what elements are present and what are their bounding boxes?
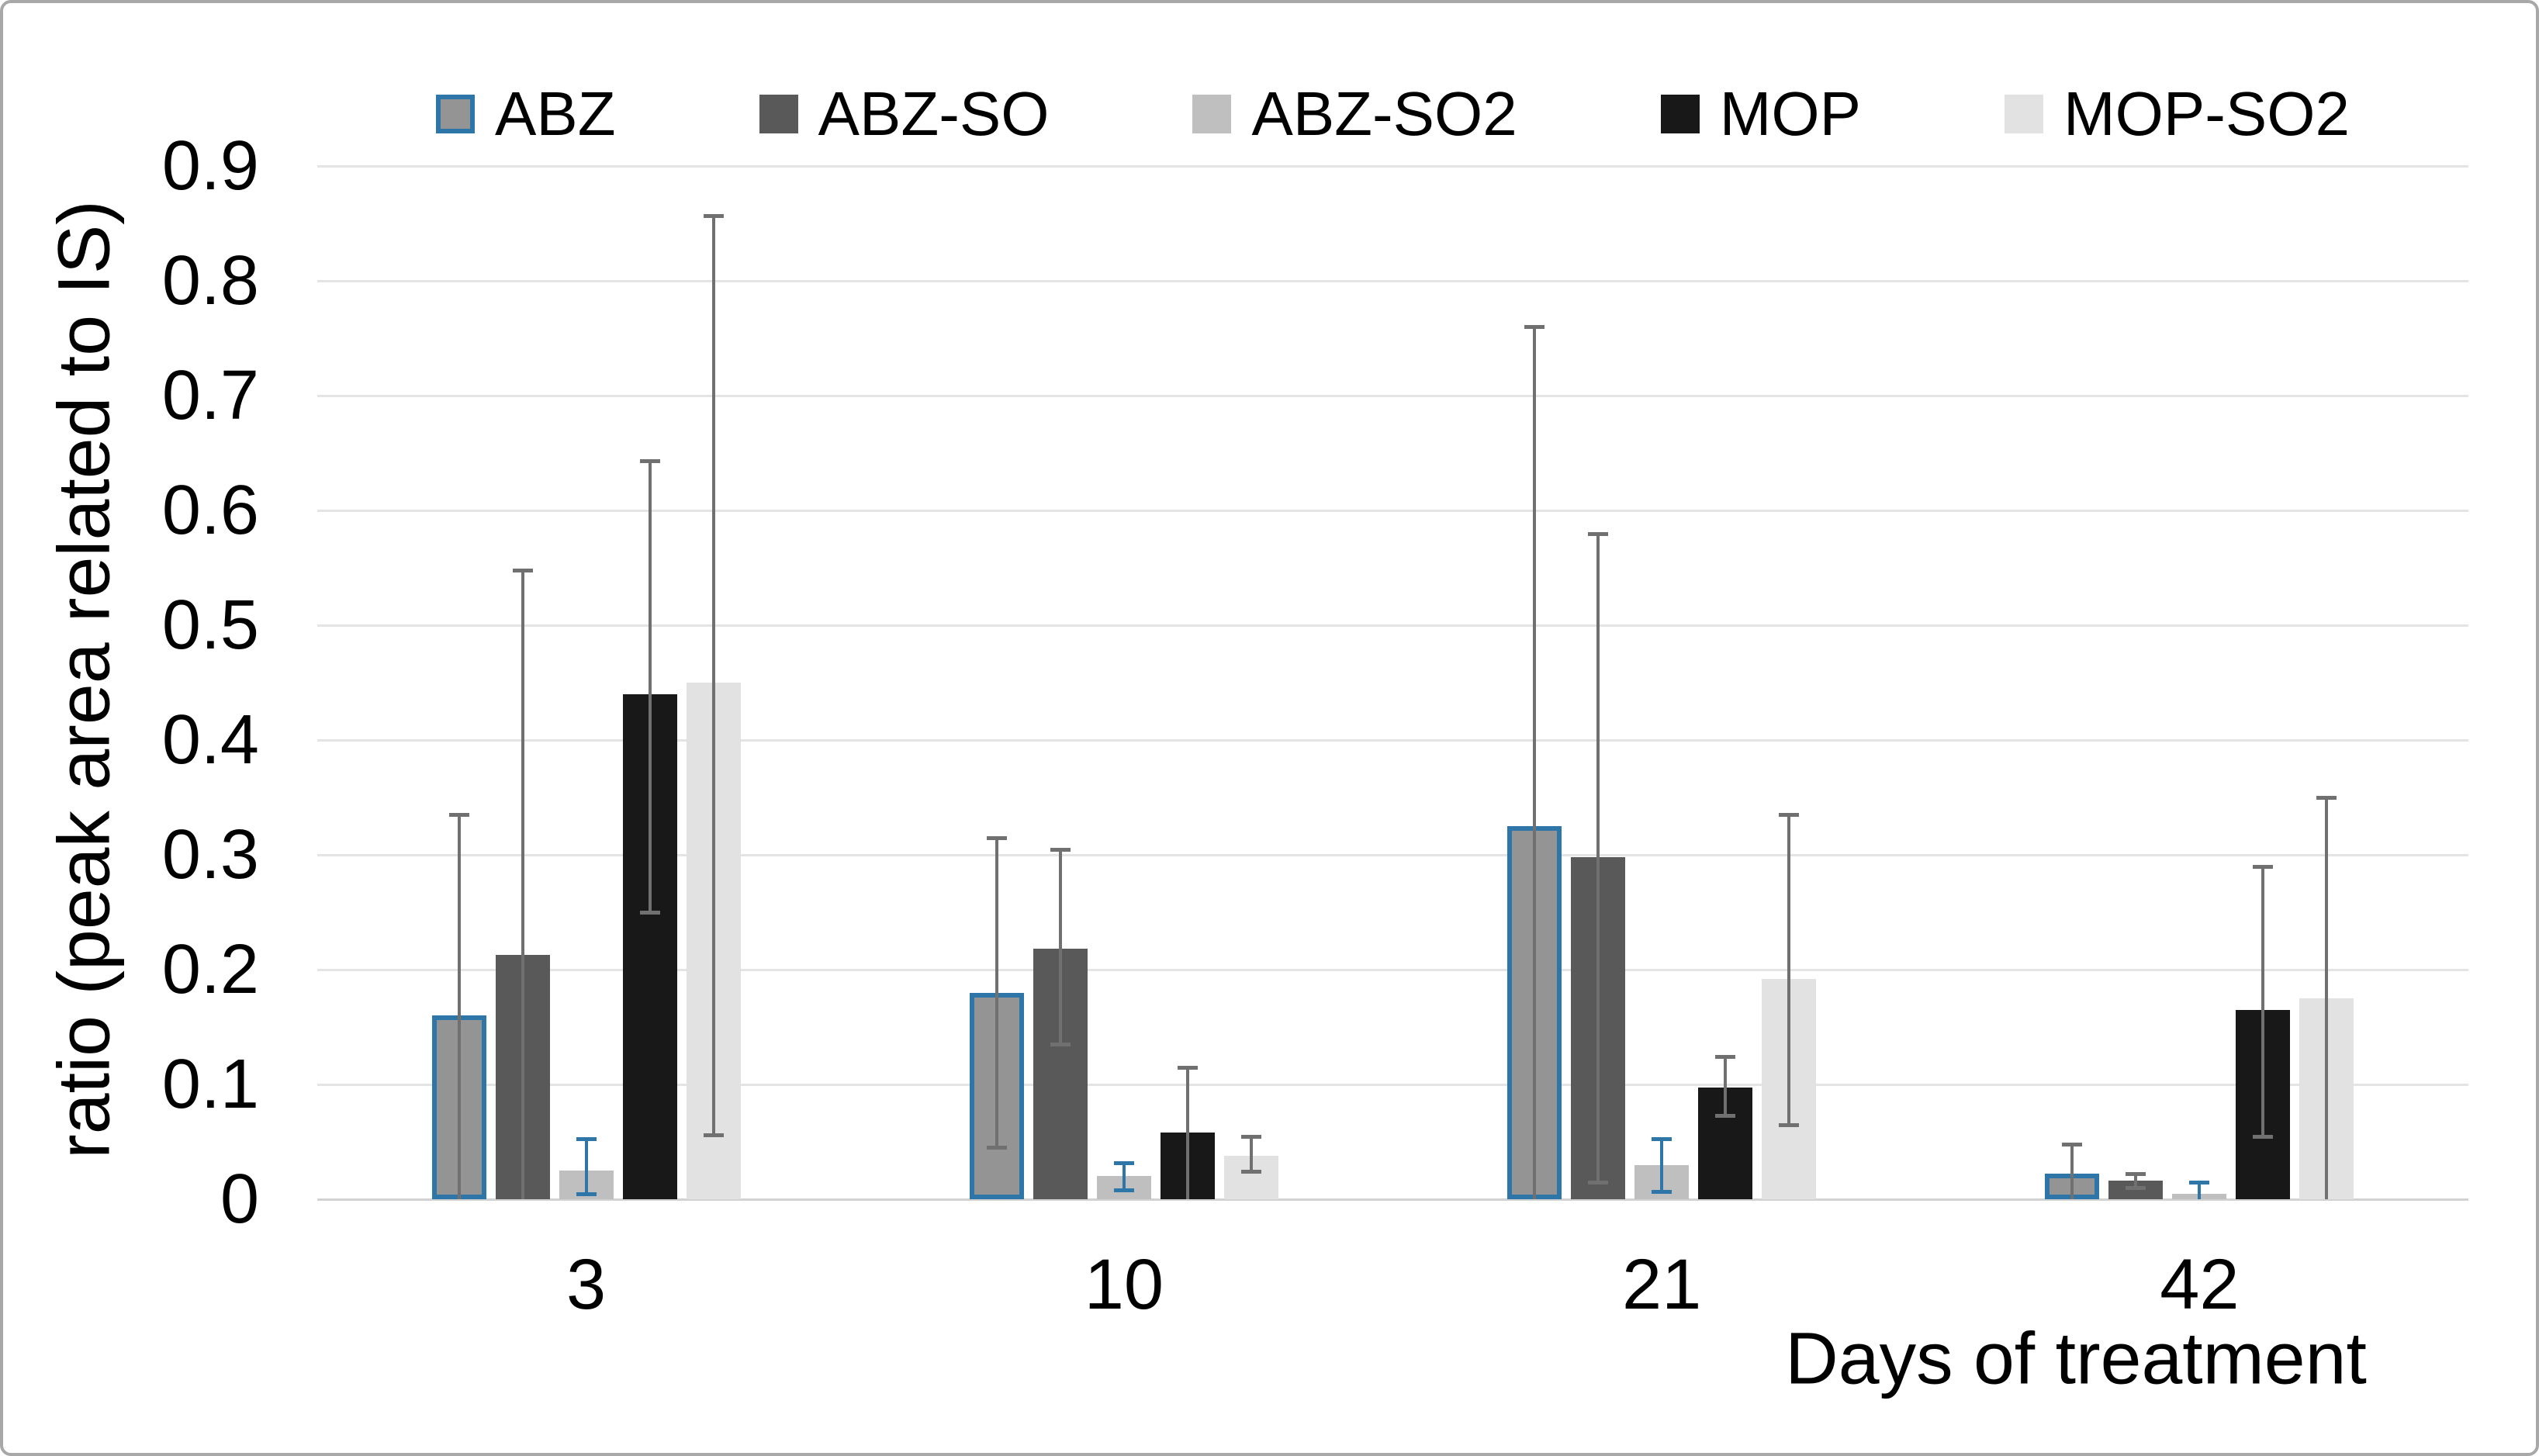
error-bar	[2070, 1143, 2074, 1199]
y-tick-label: 0.2	[161, 931, 259, 1008]
error-bar	[1122, 1162, 1126, 1191]
gridline	[317, 969, 2468, 971]
error-bar-cap-bottom	[2126, 1186, 2146, 1191]
error-bar-cap-bottom	[1240, 1170, 1261, 1174]
error-bar-cap-bottom	[986, 1146, 1007, 1150]
error-bar-cap-bottom	[1588, 1180, 1609, 1185]
error-bar	[457, 814, 461, 1199]
legend-swatch-icon	[759, 95, 798, 133]
y-tick-label: 0.3	[161, 816, 259, 894]
y-tick-label: 0.7	[161, 357, 259, 434]
error-bar-cap-top	[2126, 1172, 2146, 1177]
error-bar-cap-bottom	[1715, 1113, 1736, 1118]
legend-label: ABZ-SO	[818, 79, 1050, 148]
error-bar	[1724, 1057, 1728, 1115]
y-tick-label: 0.9	[161, 127, 259, 205]
legend-label: ABZ	[495, 79, 616, 148]
error-bar-cap-top	[2062, 1142, 2083, 1146]
error-bar	[1533, 327, 1537, 1199]
gridline	[317, 395, 2468, 397]
error-bar-cap-bottom	[576, 1191, 597, 1196]
gridline	[317, 510, 2468, 512]
y-tick-label: 0	[220, 1160, 259, 1238]
legend-label: ABZ-SO2	[1251, 79, 1517, 148]
gridline	[317, 165, 2468, 168]
bar-abz-day10	[969, 992, 1024, 1199]
error-bar	[648, 461, 652, 912]
error-bar	[521, 569, 524, 1199]
error-bar	[994, 837, 998, 1148]
gridline	[317, 280, 2468, 282]
error-bar	[1185, 1067, 1189, 1199]
y-tick-label: 0.5	[161, 586, 259, 664]
error-bar-cap-top	[1113, 1160, 1134, 1165]
y-tick-label: 0.4	[161, 701, 259, 779]
y-tick-label: 0.1	[161, 1046, 259, 1123]
error-bar	[2261, 866, 2265, 1136]
legend: ABZ ABZ-SO ABZ-SO2 MOP MOP-SO2	[317, 79, 2468, 149]
error-bar	[711, 215, 715, 1136]
error-bar-cap-bottom	[2253, 1134, 2274, 1139]
legend-item-mop: MOP	[1660, 79, 1861, 148]
x-axis-title: Days of treatment	[1785, 1317, 2367, 1400]
legend-swatch-icon	[1192, 95, 1232, 133]
error-bar	[2198, 1181, 2202, 1199]
gridline	[317, 739, 2468, 742]
error-bar-cap-bottom	[1779, 1122, 1800, 1127]
error-bar	[1058, 849, 1062, 1045]
error-bar-cap-top	[1177, 1065, 1198, 1070]
legend-swatch-icon	[1660, 95, 1700, 133]
error-bar	[2134, 1174, 2138, 1188]
gridline	[317, 624, 2468, 627]
error-bar	[1660, 1138, 1664, 1191]
legend-item-abz-so2: ABZ-SO2	[1192, 81, 1517, 147]
x-tick-label: 21	[1621, 1245, 1702, 1324]
error-bar-cap-bottom	[1113, 1188, 1134, 1193]
gridline	[317, 854, 2468, 856]
error-bar-cap-top	[2316, 796, 2337, 800]
legend-item-mop-so2: MOP-SO2	[2005, 81, 2350, 147]
error-bar-cap-bottom	[1652, 1189, 1672, 1194]
legend-label: MOP-SO2	[2063, 79, 2350, 148]
x-tick-label: 3	[566, 1245, 607, 1324]
x-tick-label: 42	[2160, 1245, 2240, 1324]
x-axis-line	[317, 1198, 2468, 1201]
error-bar-cap-bottom	[639, 911, 660, 915]
error-bar-cap-top	[1588, 531, 1609, 536]
error-bar-cap-top	[448, 813, 469, 818]
error-bar-cap-top	[1715, 1055, 1736, 1060]
y-tick-label: 0.6	[161, 472, 259, 549]
error-bar-cap-top	[1779, 813, 1800, 818]
legend-item-abz: ABZ	[436, 81, 616, 147]
error-bar-cap-top	[703, 213, 724, 218]
error-bar-cap-top	[1050, 847, 1071, 852]
legend-item-abz-so: ABZ-SO	[759, 79, 1050, 148]
error-bar-cap-bottom	[703, 1133, 724, 1138]
error-bar	[1596, 533, 1600, 1182]
error-bar	[1249, 1136, 1253, 1172]
error-bar-cap-top	[1524, 325, 1545, 330]
x-tick-label: 10	[1084, 1245, 1164, 1324]
error-bar	[1787, 814, 1791, 1125]
legend-swatch-icon	[436, 95, 476, 133]
error-bar	[2325, 797, 2329, 1199]
error-bar-cap-bottom	[1050, 1043, 1071, 1047]
error-bar-cap-top	[2189, 1180, 2210, 1185]
legend-label: MOP	[1719, 79, 1861, 148]
error-bar-cap-top	[986, 835, 1007, 840]
y-tick-label: 0.8	[161, 242, 259, 320]
error-bar-cap-top	[512, 568, 533, 572]
error-bar	[584, 1138, 588, 1194]
legend-swatch-icon	[2005, 95, 2043, 133]
error-bar-cap-top	[2253, 864, 2274, 869]
error-bar-cap-top	[639, 459, 660, 464]
error-bar-cap-top	[1652, 1136, 1672, 1141]
error-bar-cap-top	[1240, 1134, 1261, 1139]
y-axis-title: ratio (peak area related to IS)	[43, 200, 126, 1159]
gridline	[317, 1084, 2468, 1086]
error-bar-cap-top	[576, 1136, 597, 1141]
